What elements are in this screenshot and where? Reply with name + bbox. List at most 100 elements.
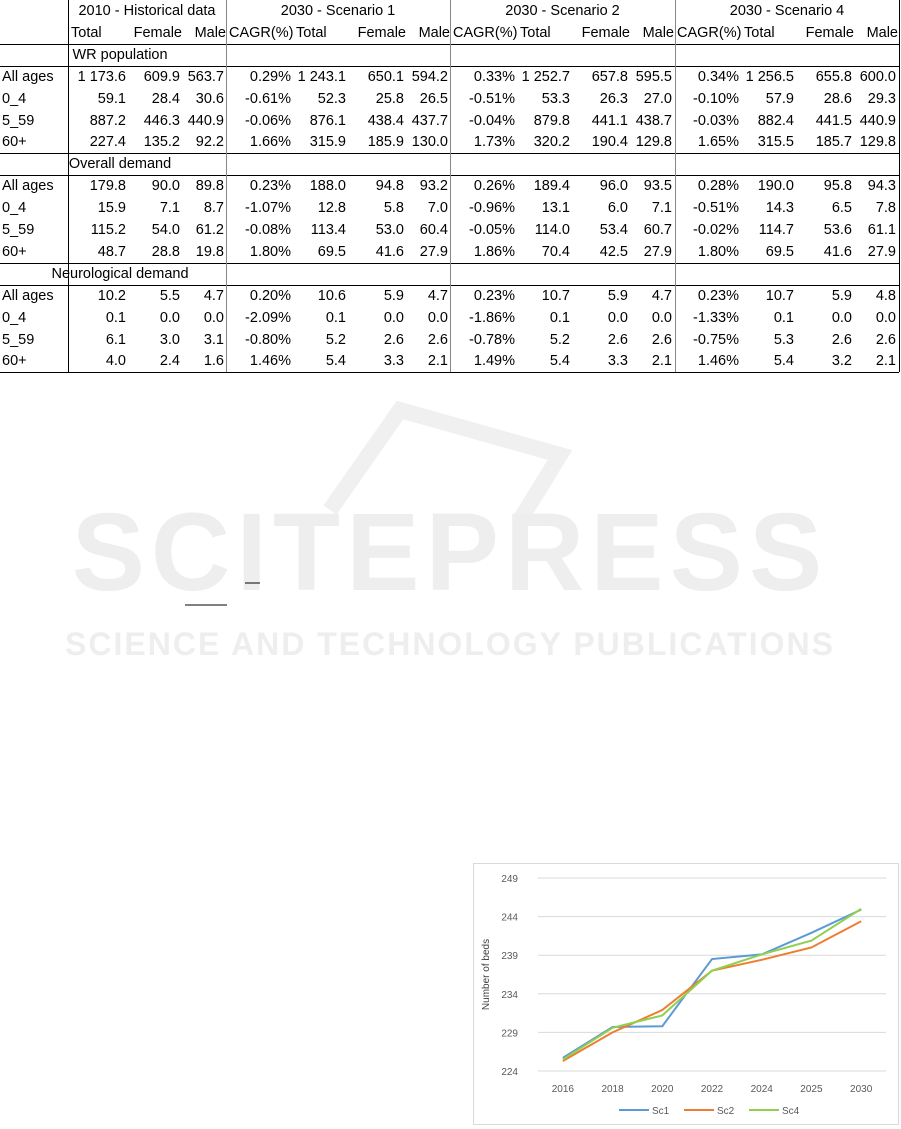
table-cell: 2.6 [796,329,852,351]
table-cell: -0.51% [674,197,739,219]
y-tick-label: 229 [501,1028,518,1039]
row-label: 5_59 [2,110,34,132]
table-cell: 94.3 [854,175,896,197]
table-cell: 0.0 [796,307,852,329]
table-cell: 130.0 [406,131,448,153]
table-cell: 650.1 [348,66,404,88]
table-cell: 0.29% [226,66,291,88]
table-cell: 5.9 [572,285,628,307]
table-cell: -1.86% [450,307,515,329]
row-label: 0_4 [2,88,26,110]
table-cell: -0.04% [450,110,515,132]
table-rule [0,372,899,373]
y-axis-label: Number of beds [481,939,492,1010]
table-cell: 4.7 [406,285,448,307]
table-cell: 0.0 [128,307,180,329]
table-cell: 54.0 [128,219,180,241]
table-cell: 114.7 [741,219,794,241]
table-cell: -0.03% [674,110,739,132]
table-cell: 882.4 [741,110,794,132]
y-tick-label: 224 [501,1067,518,1078]
table-cell: 595.5 [630,66,672,88]
row-label: 60+ [2,131,27,153]
table-cell: 70.4 [517,241,570,263]
table-cell: 2.6 [630,329,672,351]
x-tick-label: 2022 [701,1084,724,1095]
table-cell: 10.2 [68,285,126,307]
table-cell: 227.4 [68,131,126,153]
column-header: Female [799,22,854,44]
table-cell: 879.8 [517,110,570,132]
table-cell: 1.73% [450,131,515,153]
row-label: 0_4 [2,197,26,219]
table-cell: 1.80% [226,241,291,263]
section-title: WR population [0,44,240,66]
table-cell: 1 256.5 [741,66,794,88]
table-cell: -2.09% [226,307,291,329]
row-label: All ages [2,66,54,88]
table-cell: 4.7 [182,285,224,307]
table-cell: 1.6 [182,350,224,372]
table-cell: 60.7 [630,219,672,241]
table-cell: 440.9 [182,110,224,132]
group-header: 2010 - Historical data [68,0,226,22]
table-cell: 0.26% [450,175,515,197]
table-cell: 30.6 [182,88,224,110]
row-label: 5_59 [2,329,34,351]
table-cell: 1.86% [450,241,515,263]
x-tick-label: 2016 [552,1084,575,1095]
group-header: 2030 - Scenario 1 [226,0,450,22]
table-cell: 5.9 [796,285,852,307]
table-cell: 10.6 [293,285,346,307]
table-cell: 887.2 [68,110,126,132]
table-cell: 27.9 [630,241,672,263]
table-cell: 2.1 [854,350,896,372]
row-label: 5_59 [2,219,34,241]
table-cell: 129.8 [854,131,896,153]
table-cell: 42.5 [572,241,628,263]
group-header: 2030 - Scenario 4 [675,0,899,22]
table-cell: 600.0 [854,66,896,88]
table-cell: 5.2 [517,329,570,351]
column-header: Male [409,22,450,44]
table-cell: -0.08% [226,219,291,241]
table-cell: 594.2 [406,66,448,88]
table-cell: -0.80% [226,329,291,351]
column-divider [450,0,451,372]
table-cell: 69.5 [741,241,794,263]
table-cell: 92.2 [182,131,224,153]
table-cell: 657.8 [572,66,628,88]
table-cell: 190.4 [572,131,628,153]
series-line-Sc2 [563,921,861,1061]
table-cell: -0.06% [226,110,291,132]
table-cell: 15.9 [68,197,126,219]
table-cell: 5.5 [128,285,180,307]
x-tick-label: 2018 [601,1084,624,1095]
table-cell: 7.0 [406,197,448,219]
table-cell: 3.1 [182,329,224,351]
column-header: Total [520,22,572,44]
column-header: Total [296,22,348,44]
column-header: CAGR(%) [677,22,741,44]
table-cell: 655.8 [796,66,852,88]
table-cell: 5.3 [741,329,794,351]
table-cell: -0.02% [674,219,739,241]
table-cell: 4.7 [630,285,672,307]
table-cell: 5.4 [517,350,570,372]
table-cell: 4.0 [68,350,126,372]
table-cell: 188.0 [293,175,346,197]
table-cell: 48.7 [68,241,126,263]
table-cell: 315.9 [293,131,346,153]
column-header: CAGR(%) [453,22,517,44]
table-cell: 1 173.6 [68,66,126,88]
table-cell: 0.23% [226,175,291,197]
column-header: Female [131,22,182,44]
table-cell: 14.3 [741,197,794,219]
table-cell: 1.46% [226,350,291,372]
table-cell: 61.2 [182,219,224,241]
table-cell: 115.2 [68,219,126,241]
table-cell: 0.23% [450,285,515,307]
watermark-logo-text: SCITEPRESS [72,491,829,614]
x-tick-label: 2024 [751,1084,774,1095]
